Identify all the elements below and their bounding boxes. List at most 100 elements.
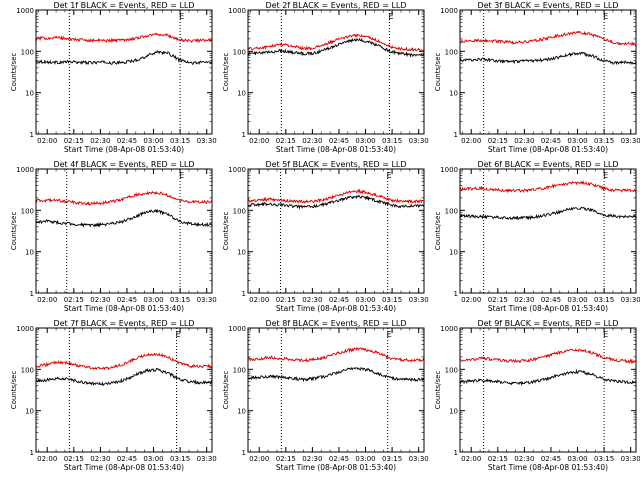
time-marker-label: E	[176, 330, 181, 339]
x-tick-label: 02:00	[461, 455, 481, 463]
panel-title: Det 6f BLACK = Events, RED = LLD	[477, 160, 618, 169]
x-tick-label: 03:30	[409, 296, 429, 304]
x-tick-label: 02:30	[90, 296, 110, 304]
x-tick-label: 03:15	[382, 455, 402, 463]
detector-panel: Det 4f BLACK = Events, RED = LLD 1 10 100 10…	[10, 160, 217, 313]
y-tick-label: 1	[30, 290, 34, 298]
x-tick-label: 03:30	[409, 137, 429, 145]
time-marker-label: E	[179, 171, 184, 180]
plot-frame	[35, 327, 213, 453]
panel-title: Det 8f BLACK = Events, RED = LLD	[265, 319, 406, 328]
x-tick-label: 02:30	[302, 455, 322, 463]
x-tick-label: 02:15	[64, 137, 84, 145]
x-tick-label: 03:00	[355, 455, 375, 463]
y-axis-label: Counts/sec	[10, 212, 18, 251]
y-tick-label: 10	[237, 249, 246, 257]
detector-panel: Det 7f BLACK = Events, RED = LLD 1 10 100 10…	[10, 319, 217, 472]
x-tick-label: 03:15	[170, 455, 190, 463]
x-axis-label: Start Time (08-Apr-08 01:53:40)	[276, 463, 396, 472]
x-tick-label: 02:15	[276, 455, 296, 463]
y-tick-label: 10	[25, 90, 34, 98]
series-line-events	[248, 194, 424, 210]
plot-frame	[459, 9, 637, 135]
x-tick-label: 03:15	[594, 296, 614, 304]
series-line-lld	[460, 180, 636, 194]
x-tick-label: 02:30	[302, 296, 322, 304]
time-marker-label: E	[387, 171, 392, 180]
x-tick-label: 03:30	[409, 455, 429, 463]
panel-title: Det 9f BLACK = Events, RED = LLD	[477, 319, 618, 328]
y-tick-label: 100	[445, 366, 458, 374]
y-axis-label: Counts/sec	[10, 371, 18, 410]
series-line-lld	[460, 348, 636, 365]
y-tick-label: 100	[21, 207, 34, 215]
x-tick-label: 02:45	[541, 455, 561, 463]
x-tick-label: 03:30	[197, 137, 217, 145]
series-line-lld	[248, 346, 424, 363]
series-line-lld	[36, 32, 212, 44]
x-tick-label: 03:30	[621, 296, 640, 304]
y-axis-label: Counts/sec	[222, 212, 230, 251]
y-tick-label: 1000	[16, 325, 34, 333]
panel-title: Det 4f BLACK = Events, RED = LLD	[53, 160, 194, 169]
y-tick-label: 10	[449, 408, 458, 416]
y-tick-label: 1000	[228, 7, 246, 15]
x-tick-label: 03:00	[355, 296, 375, 304]
y-tick-label: 10	[449, 249, 458, 257]
x-tick-label: 03:15	[170, 296, 190, 304]
plot-frame	[35, 168, 213, 294]
panel-title: Det 1f BLACK = Events, RED = LLD	[53, 1, 194, 10]
x-tick-label: 03:00	[567, 296, 587, 304]
y-tick-label: 1	[454, 290, 458, 298]
x-tick-label: 02:45	[117, 296, 137, 304]
x-tick-label: 02:00	[37, 296, 57, 304]
y-tick-label: 1000	[228, 325, 246, 333]
x-axis-label: Start Time (08-Apr-08 01:53:40)	[276, 304, 396, 313]
y-tick-label: 1000	[440, 7, 458, 15]
x-tick-label: 02:00	[461, 296, 481, 304]
series-line-events	[248, 37, 424, 58]
x-tick-label: 03:00	[143, 137, 163, 145]
series-line-lld	[248, 33, 424, 53]
x-tick-label: 03:30	[621, 455, 640, 463]
y-tick-label: 10	[25, 249, 34, 257]
detector-panel: Det 8f BLACK = Events, RED = LLD 1 10 100 10…	[222, 319, 429, 472]
y-tick-label: 10	[25, 408, 34, 416]
x-tick-label: 03:15	[382, 137, 402, 145]
plot-frame	[247, 168, 425, 294]
x-tick-label: 02:00	[249, 296, 269, 304]
time-marker-label: E	[387, 330, 392, 339]
y-tick-label: 1000	[228, 166, 246, 174]
y-tick-label: 100	[233, 366, 246, 374]
detector-panel: Det 1f BLACK = Events, RED = LLD 1 10 100 10…	[10, 1, 217, 154]
y-tick-label: 10	[237, 90, 246, 98]
panel-title: Det 3f BLACK = Events, RED = LLD	[477, 1, 618, 10]
panel-title: Det 5f BLACK = Events, RED = LLD	[265, 160, 406, 169]
series-line-events	[460, 51, 636, 66]
x-tick-label: 03:00	[567, 455, 587, 463]
x-axis-label: Start Time (08-Apr-08 01:53:40)	[64, 463, 184, 472]
y-tick-label: 1	[30, 131, 34, 139]
series-line-events	[460, 206, 636, 221]
y-tick-label: 100	[21, 48, 34, 56]
x-axis-label: Start Time (08-Apr-08 01:53:40)	[64, 304, 184, 313]
y-tick-label: 1	[454, 449, 458, 457]
plot-frame	[247, 9, 425, 135]
x-tick-label: 02:00	[249, 137, 269, 145]
x-tick-label: 02:00	[37, 137, 57, 145]
panel-title: Det 7f BLACK = Events, RED = LLD	[53, 319, 194, 328]
plot-frame	[459, 327, 637, 453]
x-tick-label: 02:15	[276, 296, 296, 304]
x-tick-label: 02:15	[64, 296, 84, 304]
y-tick-label: 100	[233, 207, 246, 215]
detector-panel: Det 9f BLACK = Events, RED = LLD 1 10 100 10…	[434, 319, 640, 472]
x-tick-label: 02:00	[37, 455, 57, 463]
y-tick-label: 10	[449, 90, 458, 98]
x-tick-label: 02:45	[329, 455, 349, 463]
y-axis-label: Counts/sec	[222, 53, 230, 92]
y-axis-label: Counts/sec	[434, 53, 442, 92]
x-tick-label: 02:45	[541, 137, 561, 145]
x-tick-label: 03:15	[594, 455, 614, 463]
x-tick-label: 02:15	[488, 296, 508, 304]
x-tick-label: 02:30	[90, 455, 110, 463]
